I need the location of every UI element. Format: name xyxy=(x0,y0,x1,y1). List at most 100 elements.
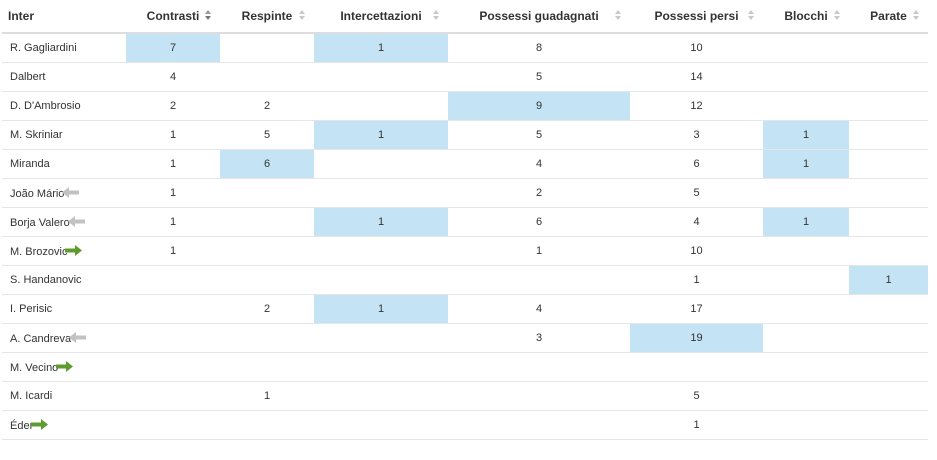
parate-cell xyxy=(849,178,928,208)
parate-cell xyxy=(849,381,928,411)
sort-icon[interactable] xyxy=(913,10,920,22)
player-name-cell: Borja Valero xyxy=(2,207,126,237)
team-header-label: Inter xyxy=(8,9,35,23)
respinte-cell: 2 xyxy=(220,294,314,324)
intercettazioni-cell: 1 xyxy=(314,207,448,237)
intercettazioni-cell xyxy=(314,381,448,411)
intercettazioni-header-label: Intercettazioni xyxy=(340,9,422,23)
contrasti-cell: 1 xyxy=(126,120,220,150)
possessi-persi-cell: 12 xyxy=(630,91,763,121)
player-name-cell: A. Candreva xyxy=(2,323,126,353)
team-column-header[interactable]: Inter xyxy=(2,0,126,34)
blocchi-cell xyxy=(763,352,849,382)
contrasti-cell: 1 xyxy=(126,207,220,237)
possessi-persi-column-header[interactable]: Possessi persi xyxy=(630,0,763,34)
parate-cell xyxy=(849,323,928,353)
blocchi-cell: 1 xyxy=(763,207,849,237)
player-name: R. Gagliardini xyxy=(10,42,77,54)
intercettazioni-column-header[interactable]: Intercettazioni xyxy=(314,0,448,34)
contrasti-cell xyxy=(126,265,220,295)
contrasti-header-label: Contrasti xyxy=(146,9,200,23)
possessi-persi-cell: 1 xyxy=(630,410,763,440)
possessi-guadagnati-cell xyxy=(448,381,630,411)
blocchi-cell xyxy=(763,178,849,208)
parate-cell xyxy=(849,62,928,92)
blocchi-header-label: Blocchi xyxy=(784,9,828,23)
player-name: Miranda xyxy=(10,158,50,170)
player-name: S. Handanovic xyxy=(10,274,82,286)
sort-icon[interactable] xyxy=(748,10,755,22)
sort-icon[interactable] xyxy=(834,10,841,22)
player-name-cell: Dalbert xyxy=(2,62,126,92)
player-name: M. Skriniar xyxy=(10,129,63,141)
blocchi-cell xyxy=(763,236,849,266)
table-row: R. Gagliardini 7 1 8 10 xyxy=(2,33,928,63)
parate-cell xyxy=(849,410,928,440)
possessi-guadagnati-cell xyxy=(448,410,630,440)
intercettazioni-cell xyxy=(314,91,448,121)
table-row: M. Vecino xyxy=(2,352,928,382)
contrasti-column-header[interactable]: Contrasti xyxy=(126,0,220,34)
possessi-persi-cell: 5 xyxy=(630,381,763,411)
parate-cell xyxy=(849,207,928,237)
possessi-guadagnati-cell: 1 xyxy=(448,236,630,266)
possessi-guadagnati-cell: 8 xyxy=(448,33,630,63)
player-name-cell: M. Icardi xyxy=(2,381,126,411)
respinte-cell: 5 xyxy=(220,120,314,150)
respinte-cell: 6 xyxy=(220,149,314,179)
respinte-cell: 2 xyxy=(220,91,314,121)
contrasti-cell xyxy=(126,352,220,382)
parate-cell: 1 xyxy=(849,265,928,295)
player-name: M. Vecino xyxy=(10,361,59,374)
player-name-cell: Miranda xyxy=(2,149,126,179)
parate-cell xyxy=(849,236,928,266)
sort-icon[interactable] xyxy=(433,10,440,22)
sort-desc-icon[interactable] xyxy=(205,10,212,22)
contrasti-cell: 1 xyxy=(126,178,220,208)
possessi-guadagnati-cell: 6 xyxy=(448,207,630,237)
sort-icon[interactable] xyxy=(615,10,622,22)
player-name-cell: S. Handanovic xyxy=(2,265,126,295)
possessi-persi-cell: 5 xyxy=(630,178,763,208)
player-name: M. Icardi xyxy=(10,390,53,402)
player-name-cell: Éder xyxy=(2,410,126,440)
parate-cell xyxy=(849,352,928,382)
blocchi-cell: 1 xyxy=(763,149,849,179)
possessi-guadagnati-cell xyxy=(448,265,630,295)
possessi-guadagnati-cell: 4 xyxy=(448,294,630,324)
player-name: D. D'Ambrosio xyxy=(10,100,81,112)
parate-cell xyxy=(849,294,928,324)
player-name-cell: D. D'Ambrosio xyxy=(2,91,126,121)
respinte-header-label: Respinte xyxy=(241,9,293,23)
table-row: M. Skriniar 1 5 1 5 3 1 xyxy=(2,120,928,150)
parate-column-header[interactable]: Parate xyxy=(849,0,928,34)
substitution-out-icon xyxy=(69,331,87,343)
respinte-cell xyxy=(220,207,314,237)
contrasti-cell xyxy=(126,294,220,324)
blocchi-cell: 1 xyxy=(763,120,849,150)
player-name-cell: I. Perisic xyxy=(2,294,126,324)
possessi-guadagnati-column-header[interactable]: Possessi guadagnati xyxy=(448,0,630,34)
contrasti-cell xyxy=(126,410,220,440)
parate-cell xyxy=(849,120,928,150)
table-body: R. Gagliardini 7 1 8 10 Dalbert 4 5 14 D. D'Ambro… xyxy=(2,33,928,440)
parate-cell xyxy=(849,149,928,179)
blocchi-column-header[interactable]: Blocchi xyxy=(763,0,849,34)
blocchi-cell xyxy=(763,62,849,92)
sort-icon[interactable] xyxy=(299,10,306,22)
player-name: Borja Valero xyxy=(10,216,70,229)
table-row: I. Perisic 2 1 4 17 xyxy=(2,294,928,324)
possessi-persi-header-label: Possessi persi xyxy=(654,9,739,23)
table-row: S. Handanovic 1 1 xyxy=(2,265,928,295)
player-name: A. Candreva xyxy=(10,332,72,345)
respinte-cell xyxy=(220,352,314,382)
intercettazioni-cell: 1 xyxy=(314,120,448,150)
respinte-column-header[interactable]: Respinte xyxy=(220,0,314,34)
intercettazioni-cell xyxy=(314,265,448,295)
substitution-in-icon xyxy=(56,360,74,372)
blocchi-cell xyxy=(763,294,849,324)
table-row: M. Brozovic 1 1 10 xyxy=(2,236,928,266)
possessi-guadagnati-cell: 3 xyxy=(448,323,630,353)
intercettazioni-cell xyxy=(314,352,448,382)
blocchi-cell xyxy=(763,33,849,63)
